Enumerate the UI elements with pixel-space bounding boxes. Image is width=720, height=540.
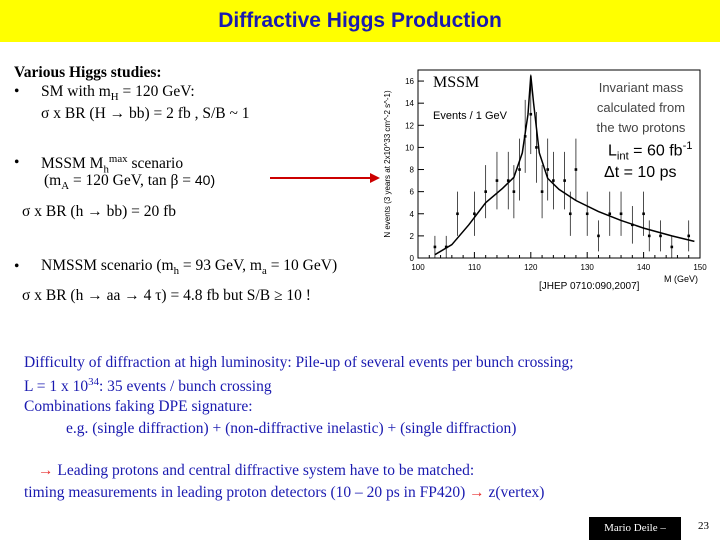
data-point bbox=[619, 212, 623, 216]
data-point bbox=[546, 168, 550, 171]
data-point bbox=[608, 212, 612, 216]
data-point bbox=[642, 212, 645, 216]
data-point bbox=[518, 168, 521, 171]
data-point bbox=[456, 212, 459, 216]
data-point bbox=[585, 212, 589, 216]
plot-frame bbox=[417, 69, 701, 259]
data-point bbox=[647, 234, 651, 238]
data-point bbox=[473, 212, 476, 216]
body-line4: e.g. (single diffraction) + (non-diffrac… bbox=[66, 420, 517, 437]
x-tick-label: 100 bbox=[411, 263, 425, 272]
body-line5: → Leading protons and central diffractiv… bbox=[38, 462, 474, 480]
data-point bbox=[540, 190, 544, 193]
mssm-to-plot-arrow bbox=[270, 173, 380, 183]
studies-heading: Various Higgs studies: bbox=[14, 64, 162, 81]
arrow-icon: → bbox=[469, 484, 485, 501]
data-point bbox=[597, 234, 600, 238]
data-point bbox=[535, 146, 538, 149]
data-point bbox=[574, 168, 578, 171]
invariant-mass-line1: Invariant mass bbox=[598, 80, 684, 95]
reference-label: [JHEP 0710:090,2007] bbox=[539, 281, 640, 292]
y-tick-label: 10 bbox=[405, 143, 414, 152]
y-axis-label: N events (3 years at 2x10^33 cm^-2 s^-1) bbox=[383, 90, 392, 238]
y-tick-label: 4 bbox=[410, 210, 415, 219]
data-point bbox=[495, 179, 499, 182]
mssm-line3: σ x BR (h → bb) = 20 fb bbox=[22, 203, 177, 220]
bullet-sm: • bbox=[14, 83, 20, 100]
x-tick-label: 150 bbox=[693, 263, 707, 272]
body-line1: Difficulty of diffraction at high lumino… bbox=[24, 354, 574, 371]
nmssm-line2: σ x BR (h → aa → 4 τ) = 4.8 fb but S/B ≥… bbox=[22, 287, 311, 304]
body-line2: L = 1 x 1034: 35 events / bunch crossing bbox=[24, 376, 272, 396]
mssm-line1: MSSM Mhmax scenario bbox=[41, 153, 184, 176]
body-line6: timing measurements in leading proton de… bbox=[24, 484, 544, 502]
body-line6-text: timing measurements in leading proton de… bbox=[24, 484, 466, 501]
y-tick-label: 16 bbox=[405, 77, 414, 86]
data-point bbox=[563, 179, 566, 182]
data-point bbox=[670, 245, 674, 249]
nmssm-line1: NMSSM scenario (mh = 93 GeV, ma = 10 GeV… bbox=[41, 257, 338, 278]
bullet-nmssm: • bbox=[14, 258, 20, 275]
data-point bbox=[687, 234, 691, 238]
title-bar: Diffractive Higgs Production bbox=[0, 0, 720, 42]
data-point bbox=[659, 234, 662, 238]
y-tick-label: 2 bbox=[410, 232, 415, 241]
y-tick-label: 6 bbox=[410, 188, 415, 197]
bullet-mssm: • bbox=[14, 154, 20, 171]
x-axis-label: M (GeV) bbox=[664, 274, 698, 284]
invariant-mass-line3: the two protons bbox=[596, 120, 686, 135]
x-tick-label: 110 bbox=[468, 263, 481, 272]
signal-curve bbox=[434, 75, 695, 256]
delta-t-label: Δt = 10 ps bbox=[604, 164, 677, 182]
plot-mssm-label: MSSM bbox=[433, 74, 480, 91]
body-line3: Combinations faking DPE signature: bbox=[24, 398, 253, 415]
arrow-icon: → bbox=[38, 462, 54, 479]
y-tick-label: 0 bbox=[410, 254, 415, 263]
y-tick-label: 14 bbox=[405, 99, 414, 108]
sm-line1: SM with mH = 120 GeV: bbox=[41, 83, 195, 103]
y-tick-label: 8 bbox=[410, 166, 415, 175]
footer-author: Mario Deile – bbox=[589, 517, 681, 540]
sm-line2: σ x BR (H → bb) = 2 fb , S/B ~ 1 bbox=[41, 105, 250, 122]
data-point bbox=[444, 245, 448, 249]
x-tick-label: 120 bbox=[524, 263, 538, 272]
slide-title: Diffractive Higgs Production bbox=[218, 9, 502, 32]
y-tick-label: 12 bbox=[405, 121, 414, 130]
invariant-mass-line2: calculated from bbox=[596, 100, 686, 115]
lumi-label: Lint = 60 fb-1 bbox=[608, 140, 693, 163]
data-point bbox=[484, 190, 487, 193]
mssm-line2: (mA = 120 GeV, tan β = 40) bbox=[44, 172, 216, 193]
data-point bbox=[433, 245, 437, 249]
data-point bbox=[506, 179, 510, 182]
invariant-mass-note: Invariant mass calculated from the two p… bbox=[584, 78, 698, 138]
data-point bbox=[552, 179, 555, 182]
sm-text: SM with mH = 120 GeV: bbox=[41, 83, 195, 104]
mass-distribution-chart: 0 2 4 6 8 10 12 14 16 100 110 120 130 140 150 M (GeV) N … bbox=[383, 69, 707, 284]
x-tick-label: 130 bbox=[581, 263, 595, 272]
x-tick-label: 140 bbox=[637, 263, 651, 272]
body-line5-text: Leading protons and central diffractive … bbox=[57, 462, 475, 479]
body-line6-end: z(vertex) bbox=[488, 484, 545, 501]
page-number: 23 bbox=[698, 520, 709, 532]
plot-events-label: Events / 1 GeV bbox=[433, 110, 507, 122]
data-point bbox=[512, 190, 516, 193]
data-point bbox=[568, 212, 572, 216]
data-point bbox=[529, 112, 533, 116]
